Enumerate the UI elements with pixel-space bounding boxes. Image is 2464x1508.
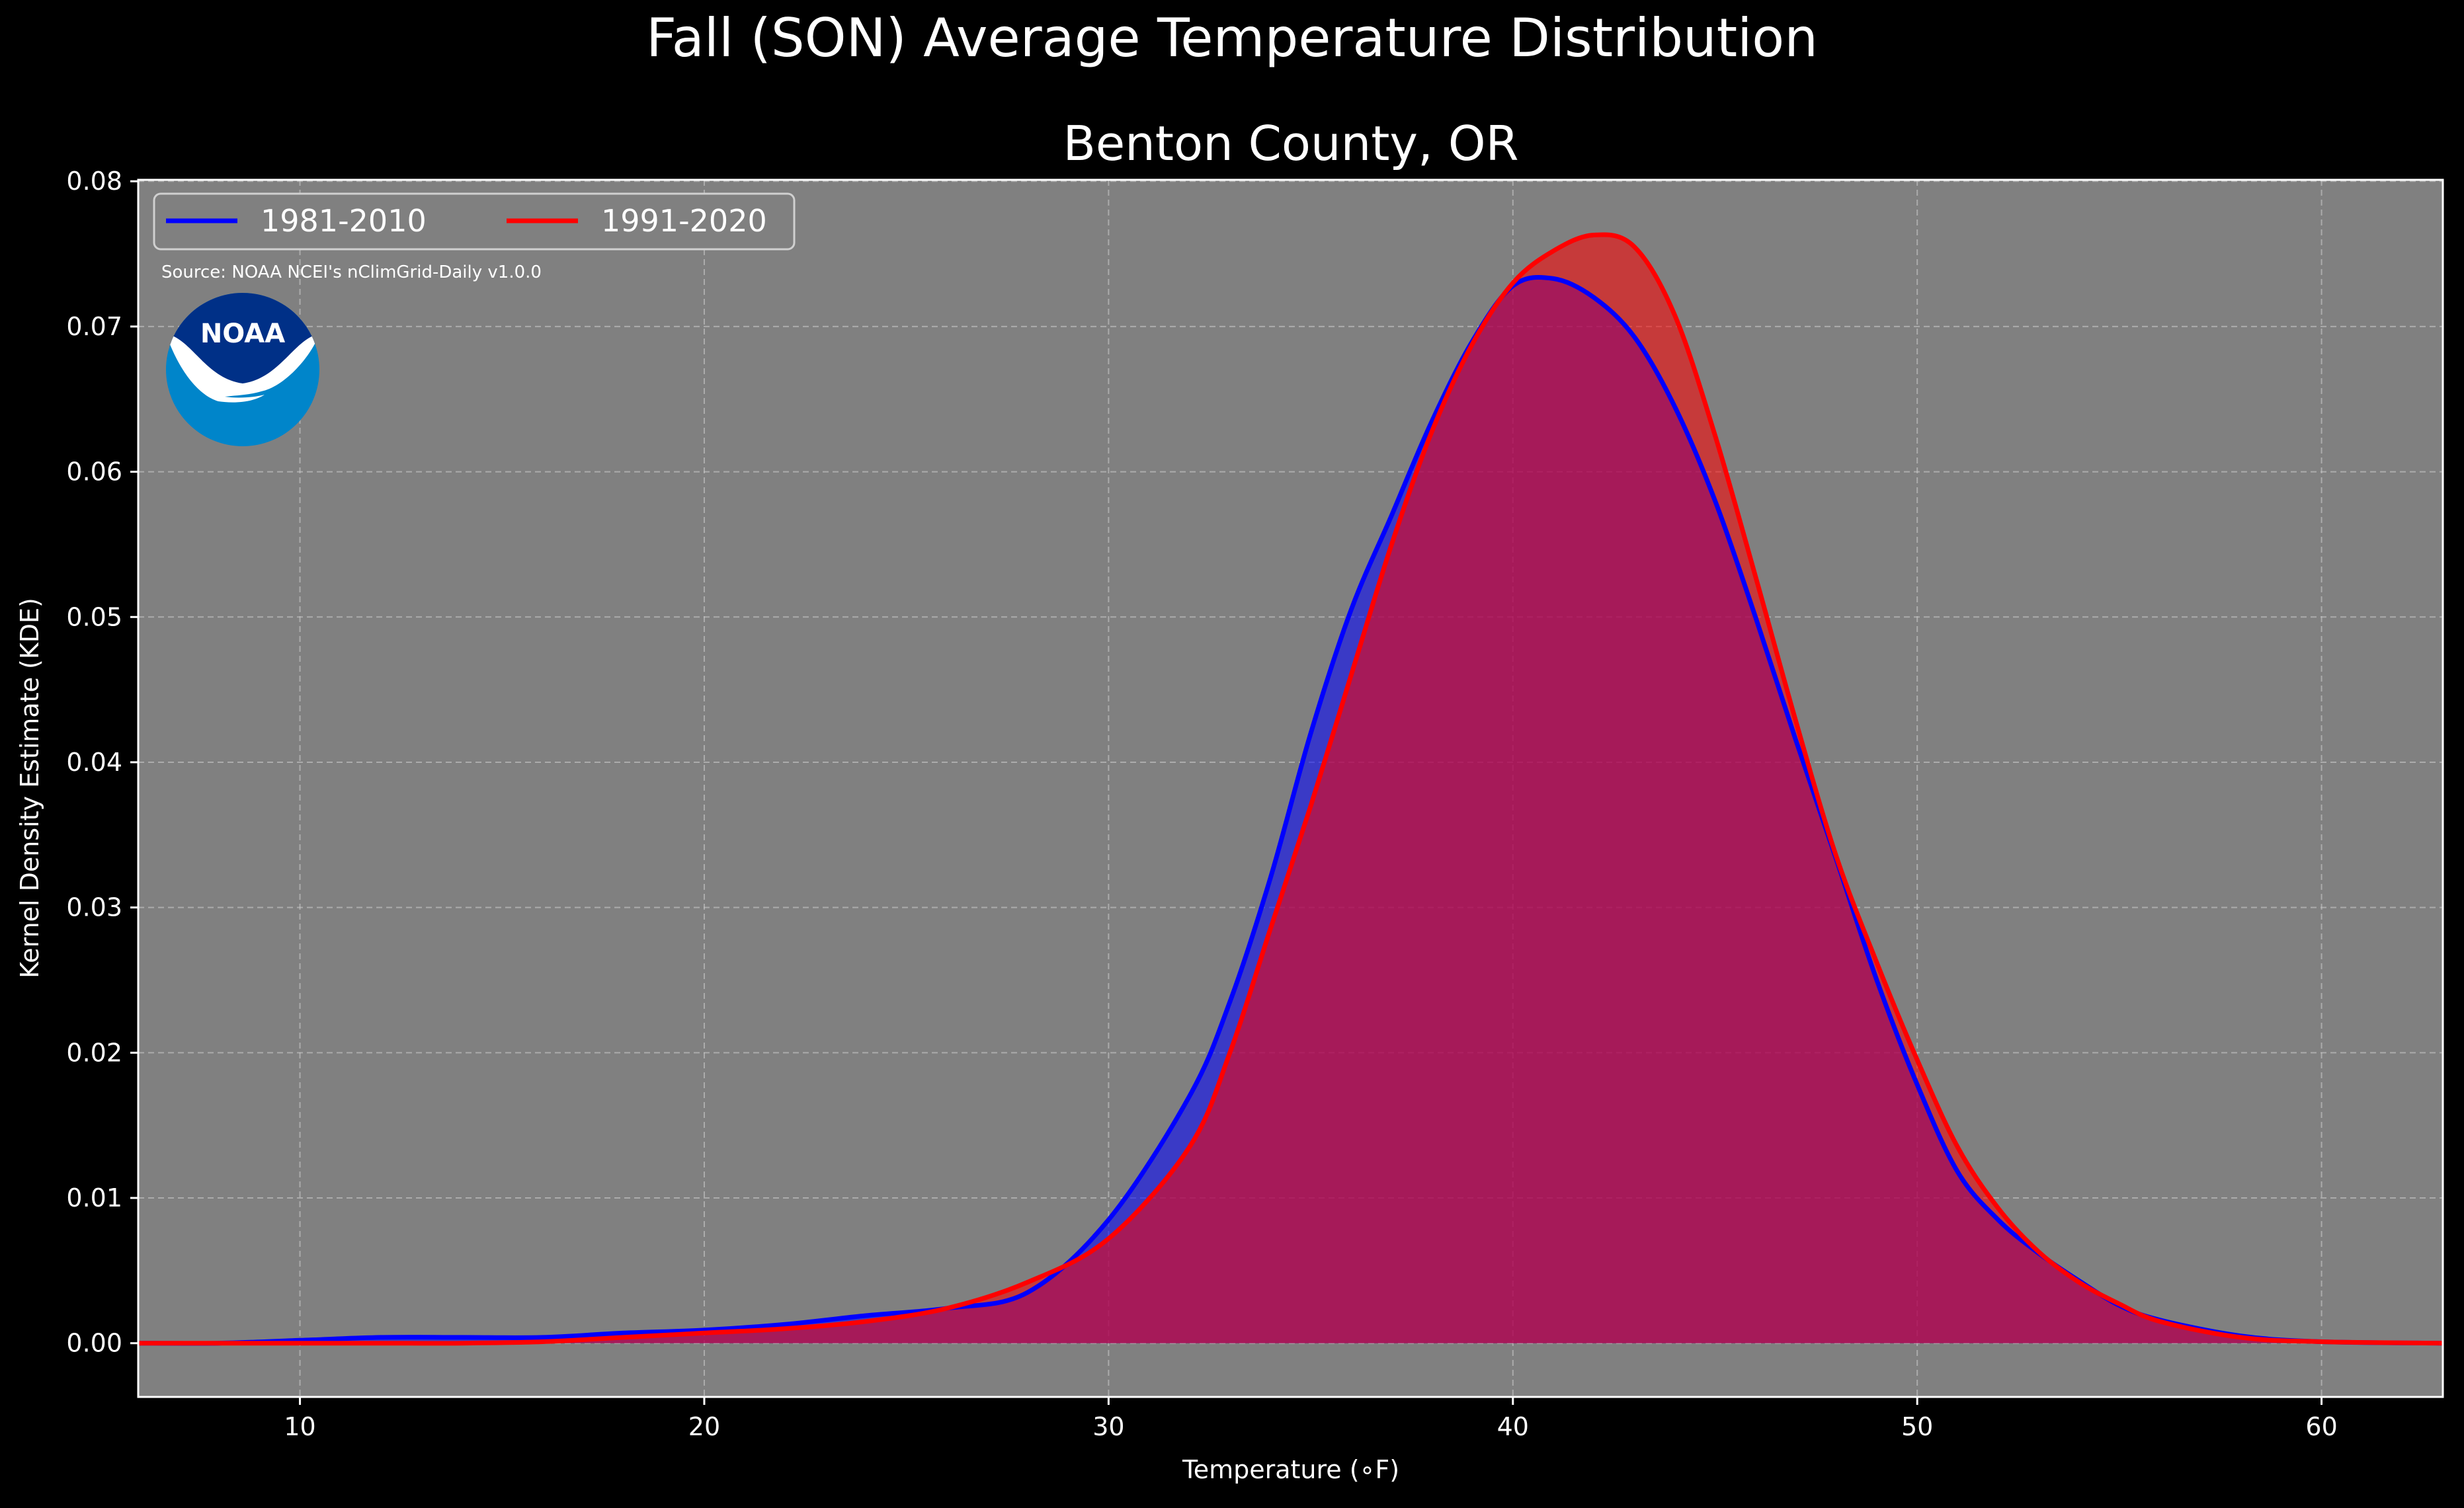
- x-tick-label: 30: [1092, 1412, 1124, 1441]
- y-tick-label: 0.01: [66, 1183, 122, 1212]
- series-layer: [138, 232, 2443, 1346]
- legend-box: [153, 192, 796, 251]
- legend-label-1981-2010: 1981-2010: [261, 203, 427, 239]
- x-tick-label: 10: [284, 1412, 315, 1441]
- x-tick-label: 40: [1497, 1412, 1529, 1441]
- x-tick-label: 60: [2305, 1412, 2337, 1441]
- x-tick-label: 50: [1901, 1412, 1933, 1441]
- x-axis-label: Temperature (∘F): [1182, 1455, 1399, 1484]
- noaa-logo: NOAA: [166, 293, 319, 446]
- y-tick-label: 0.02: [66, 1038, 122, 1067]
- series-line-1991-2020: [138, 232, 2443, 1346]
- logo-text: NOAA: [200, 319, 285, 349]
- x-tick-label: 20: [688, 1412, 720, 1441]
- y-tick-label: 0.08: [66, 167, 122, 196]
- plot-frame: [137, 179, 2444, 1398]
- series-fill-1991-2020: [138, 234, 2443, 1343]
- source-note: Source: NOAA NCEI's nClimGrid-Daily v1.0…: [161, 262, 542, 282]
- y-axis-label: Kernel Density Estimate (KDE): [15, 598, 44, 978]
- y-tick-label: 0.03: [66, 893, 122, 922]
- figure-suptitle: Fall (SON) Average Temperature Distribut…: [646, 7, 1818, 69]
- series-line-1981-2010: [138, 274, 2443, 1346]
- logo-gull-swoosh: [166, 334, 319, 403]
- y-tick-label: 0.05: [66, 602, 122, 631]
- legend: 1981-2010 1991-2020: [153, 192, 796, 251]
- axis-ticks: 10 20 30 40 50 60 0.00 0.01 0.02 0.03 0.04 0.05 0.06…: [66, 167, 2337, 1441]
- legend-label-1991-2020: 1991-2020: [601, 203, 767, 239]
- y-tick-label: 0.07: [66, 312, 122, 341]
- y-tick-label: 0.06: [66, 457, 122, 487]
- y-tick-label: 0.04: [66, 748, 122, 777]
- chart-title: Benton County, OR: [1063, 116, 1518, 171]
- y-tick-label: 0.00: [66, 1329, 122, 1358]
